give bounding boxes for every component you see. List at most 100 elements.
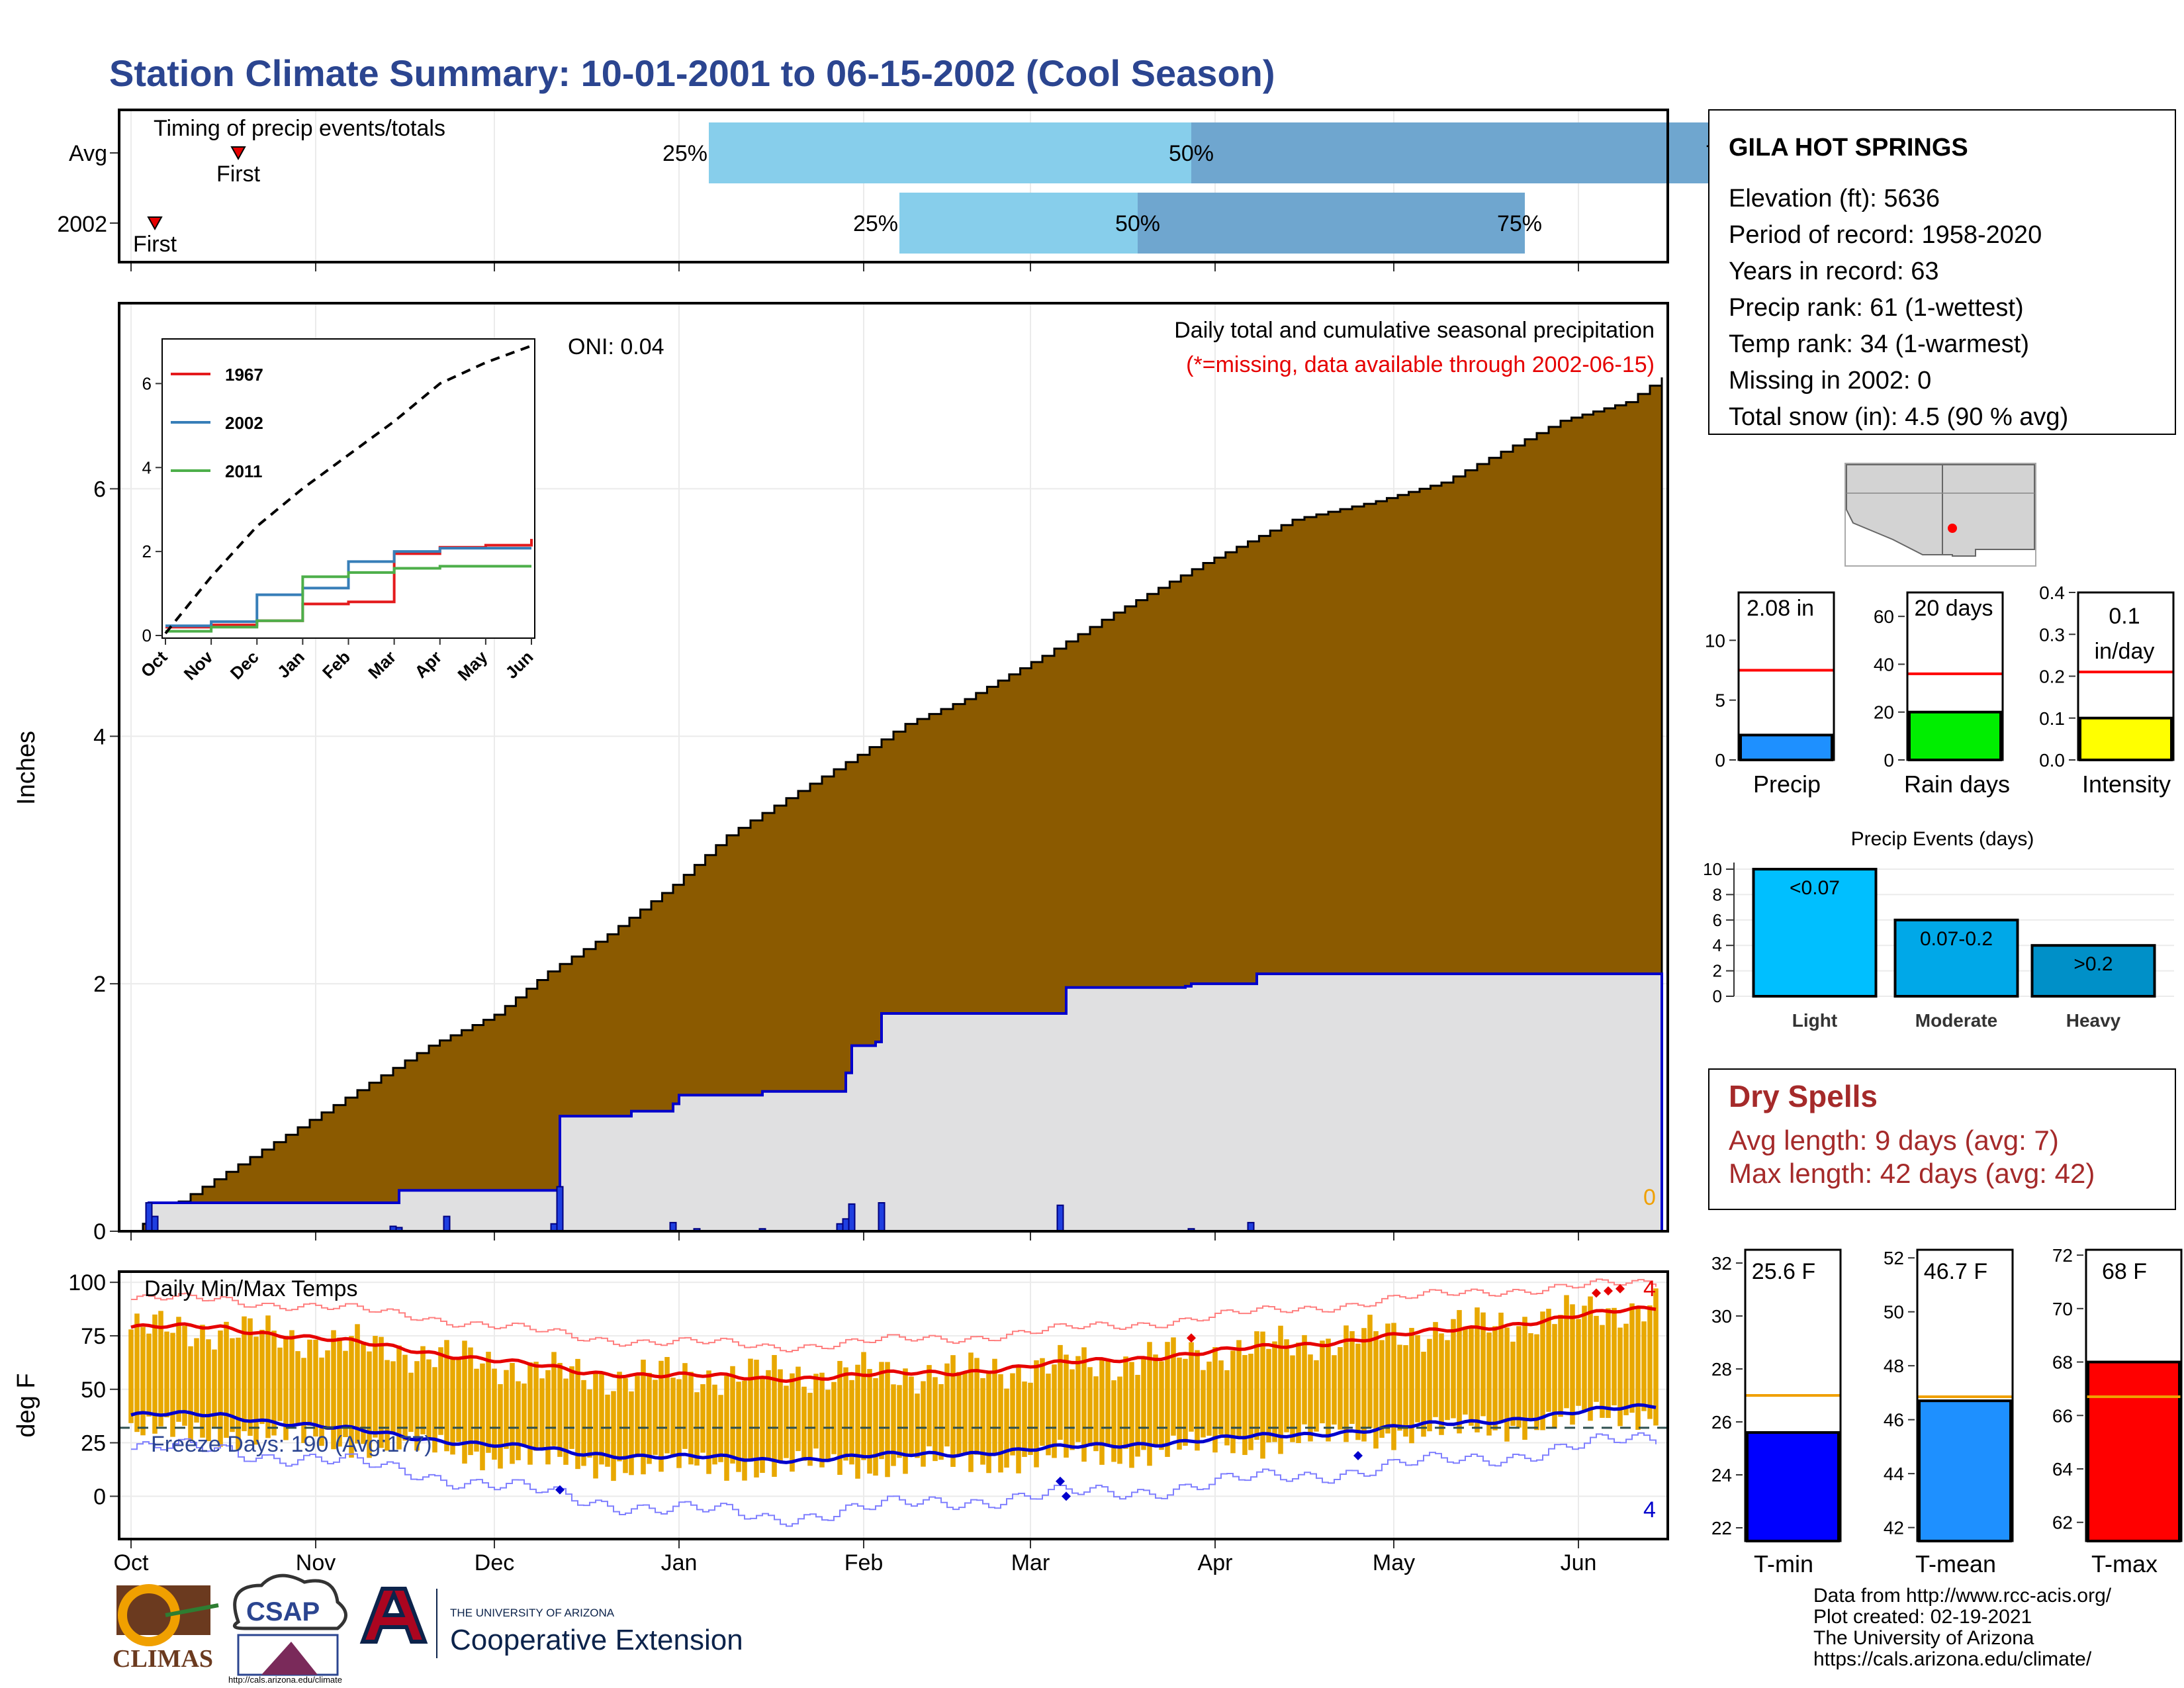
csap-url: http://cals.arizona.edu/climate xyxy=(228,1675,342,1685)
record-marker xyxy=(1592,1288,1601,1298)
daily-temp-bar xyxy=(909,1376,914,1454)
intensity-mini-chart-ytick-label: 0.0 xyxy=(2039,750,2065,771)
daily-temp-bar xyxy=(885,1362,890,1477)
raindays-bar-value: 20 days xyxy=(1914,596,1993,621)
daily-temp-bar xyxy=(349,1336,354,1458)
daily-temp-bar xyxy=(390,1361,396,1432)
daily-temp-bar xyxy=(831,1382,837,1454)
daily-temp-bar xyxy=(498,1383,503,1469)
station-line-years: Years in record: 63 xyxy=(1729,258,1939,285)
daily-temp-bar xyxy=(1600,1325,1605,1418)
daily-temp-bar xyxy=(242,1316,247,1432)
daily-temp-bar xyxy=(438,1347,443,1435)
daily-temp-bar xyxy=(682,1363,688,1449)
record-low-count: 4 xyxy=(1643,1497,1656,1523)
station-line-snow: Total snow (in): 4.5 (90 % avg) xyxy=(1729,403,2068,431)
daily-temp-bar xyxy=(271,1331,277,1436)
intensity-bar-unit: in/day xyxy=(2095,639,2155,664)
daily-temp-bar xyxy=(1475,1307,1480,1432)
daily-temp-bar xyxy=(516,1381,521,1460)
events-bar-light xyxy=(1752,868,1878,998)
daily-temp-bar xyxy=(790,1373,795,1472)
tmax-chart-ytick-label: 62 xyxy=(2052,1513,2073,1533)
daily-temp-bar xyxy=(635,1376,640,1458)
climas-logo: CLIMAS xyxy=(113,1584,219,1673)
daily-temp-bar xyxy=(212,1349,217,1427)
timing-q25-q50-bar xyxy=(709,122,1191,183)
daily-temp-bar xyxy=(1576,1319,1581,1406)
daily-temp-bar xyxy=(772,1354,777,1477)
temp-ytick-label: 0 xyxy=(93,1484,106,1509)
tmin-chart-frame xyxy=(1744,1248,1842,1542)
station-name: GILA HOT SPRINGS xyxy=(1729,134,1968,162)
daily-temp-bar xyxy=(1332,1355,1337,1425)
daily-temp-bar xyxy=(1564,1295,1569,1409)
daily-temp-bar xyxy=(1558,1315,1563,1417)
daily-temp-bar xyxy=(664,1356,670,1454)
daily-temp-bar xyxy=(259,1329,265,1425)
month-label-jun: Jun xyxy=(1561,1550,1597,1575)
station-line-precip-rank: Precip rank: 61 (1-wettest) xyxy=(1729,294,2024,322)
timing-bars: 25%50%75%FirstLast25%50%75%FirstLast xyxy=(133,122,1751,257)
daily-temp-bar xyxy=(950,1355,956,1467)
daily-temp-bar xyxy=(1218,1360,1224,1435)
tmax-chart-ytick-label: 70 xyxy=(2052,1299,2073,1319)
record-marker xyxy=(1062,1491,1071,1501)
precip-mini-chart-ytick-label: 5 xyxy=(1715,690,1725,711)
month-label-oct: Oct xyxy=(114,1550,149,1575)
intensity-mini-chart-frame xyxy=(2077,591,2175,761)
ua-logo: THE UNIVERSITY OF ARIZONA Cooperative Ex… xyxy=(359,1587,743,1658)
daily-temp-bar xyxy=(647,1372,652,1464)
daily-temp-bar xyxy=(1403,1345,1408,1437)
daily-temp-bar xyxy=(1117,1376,1122,1464)
daily-temp-bar xyxy=(712,1384,717,1465)
daily-temp-bar xyxy=(444,1340,449,1452)
daily-temp-bar xyxy=(1177,1357,1182,1450)
daily-temp-bar xyxy=(1183,1358,1188,1446)
daily-temp-bar xyxy=(1004,1388,1009,1468)
temp-axes: 0 25 50 75 100 Oct Nov Dec Jan Feb Mar Apr May Jun xyxy=(68,1270,1596,1575)
month-label-dec: Dec xyxy=(475,1550,514,1575)
events-category-label: Moderate xyxy=(1915,1010,1997,1031)
daily-temp-bar xyxy=(426,1359,432,1439)
daily-temp-bar xyxy=(402,1354,408,1441)
daily-temp-bar xyxy=(1612,1307,1617,1406)
daily-temp-bar xyxy=(1582,1305,1587,1411)
daily-temp-bar xyxy=(861,1352,866,1460)
intensity-mini-chart-ytick-label: 0.4 xyxy=(2039,583,2065,603)
daily-temp-bar xyxy=(575,1358,580,1470)
daily-temp-bar xyxy=(1141,1358,1146,1450)
daily-temp-bar xyxy=(1028,1382,1033,1455)
daily-temp-bar xyxy=(301,1358,306,1443)
daily-precip-bar xyxy=(443,1215,451,1232)
tmax-bar-value: 68 F xyxy=(2102,1259,2147,1284)
tmax-chart-ytick-label: 72 xyxy=(2052,1245,2073,1266)
daily-temp-bar xyxy=(1308,1354,1313,1442)
tmean-bar-value: 46.7 F xyxy=(1924,1259,1987,1284)
daily-temp-bar xyxy=(807,1393,813,1466)
daily-temp-bar xyxy=(414,1361,420,1451)
station-line-missing: Missing in 2002: 0 xyxy=(1729,367,1931,395)
daily-temp-bar xyxy=(1427,1338,1432,1432)
daily-temp-bar xyxy=(1284,1339,1289,1432)
daily-temp-bar xyxy=(1588,1296,1593,1421)
daily-temp-bar xyxy=(1093,1376,1099,1452)
daily-temp-bar xyxy=(468,1347,473,1456)
events-bar-heavy xyxy=(2030,944,2156,998)
raindays-mini-chart-ytick-label: 20 xyxy=(1874,702,1894,723)
record-max-line xyxy=(131,1278,1657,1353)
month-label-mar: Mar xyxy=(1011,1550,1050,1575)
daily-temp-bar xyxy=(641,1359,646,1475)
daily-temp-bar xyxy=(140,1327,146,1436)
daily-temp-bar xyxy=(1064,1354,1069,1458)
daily-temp-bar xyxy=(277,1347,283,1421)
daily-temp-bar xyxy=(462,1340,467,1464)
daily-temp-bar xyxy=(1212,1347,1218,1453)
precip-caption: Daily total and cumulative seasonal prec… xyxy=(1174,318,1655,343)
tmean-bar-label: T-mean xyxy=(1915,1550,1996,1577)
timing-row-label-2002: 2002 xyxy=(57,212,107,237)
source-line-2: Plot created: 02-19-2021 xyxy=(1813,1606,2032,1628)
daily-temp-bar xyxy=(1099,1360,1105,1465)
daily-temp-bar xyxy=(206,1339,211,1442)
dry-spells-avg: Avg length: 9 days (avg: 7) xyxy=(1729,1125,2059,1156)
